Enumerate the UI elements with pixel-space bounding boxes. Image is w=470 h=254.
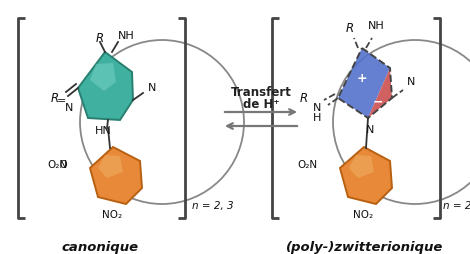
Text: HN: HN — [94, 126, 111, 136]
Polygon shape — [368, 68, 392, 118]
Text: N: N — [407, 77, 415, 87]
Text: R: R — [300, 91, 308, 104]
Text: n = 2, 3: n = 2, 3 — [443, 201, 470, 211]
Text: canonique: canonique — [62, 242, 139, 254]
Text: de H⁺: de H⁺ — [243, 98, 279, 110]
Text: H: H — [313, 113, 321, 123]
Text: R: R — [346, 22, 354, 35]
Text: (poly-)zwitterionique: (poly-)zwitterionique — [286, 242, 444, 254]
Text: N: N — [366, 125, 374, 135]
Text: R: R — [51, 91, 59, 104]
Text: NO₂: NO₂ — [353, 210, 373, 220]
Text: NO₂: NO₂ — [102, 210, 122, 220]
Text: N: N — [148, 83, 157, 93]
Text: NH: NH — [368, 21, 385, 31]
Text: =: = — [56, 96, 66, 106]
Polygon shape — [349, 155, 374, 178]
Text: N: N — [313, 103, 321, 113]
Polygon shape — [338, 48, 390, 118]
Text: NH: NH — [118, 31, 135, 41]
Text: O₂N: O₂N — [47, 160, 67, 170]
Polygon shape — [98, 155, 123, 178]
Text: N: N — [65, 103, 73, 113]
Polygon shape — [90, 147, 142, 204]
Text: +: + — [357, 71, 368, 85]
Text: Transfert: Transfert — [231, 86, 291, 99]
Text: −: − — [373, 96, 383, 108]
Text: O: O — [59, 160, 67, 170]
Text: n = 2, 3: n = 2, 3 — [192, 201, 234, 211]
Polygon shape — [90, 63, 116, 91]
Text: R: R — [96, 31, 104, 44]
Text: O₂N: O₂N — [298, 160, 318, 170]
Polygon shape — [78, 52, 133, 120]
Polygon shape — [340, 147, 392, 204]
